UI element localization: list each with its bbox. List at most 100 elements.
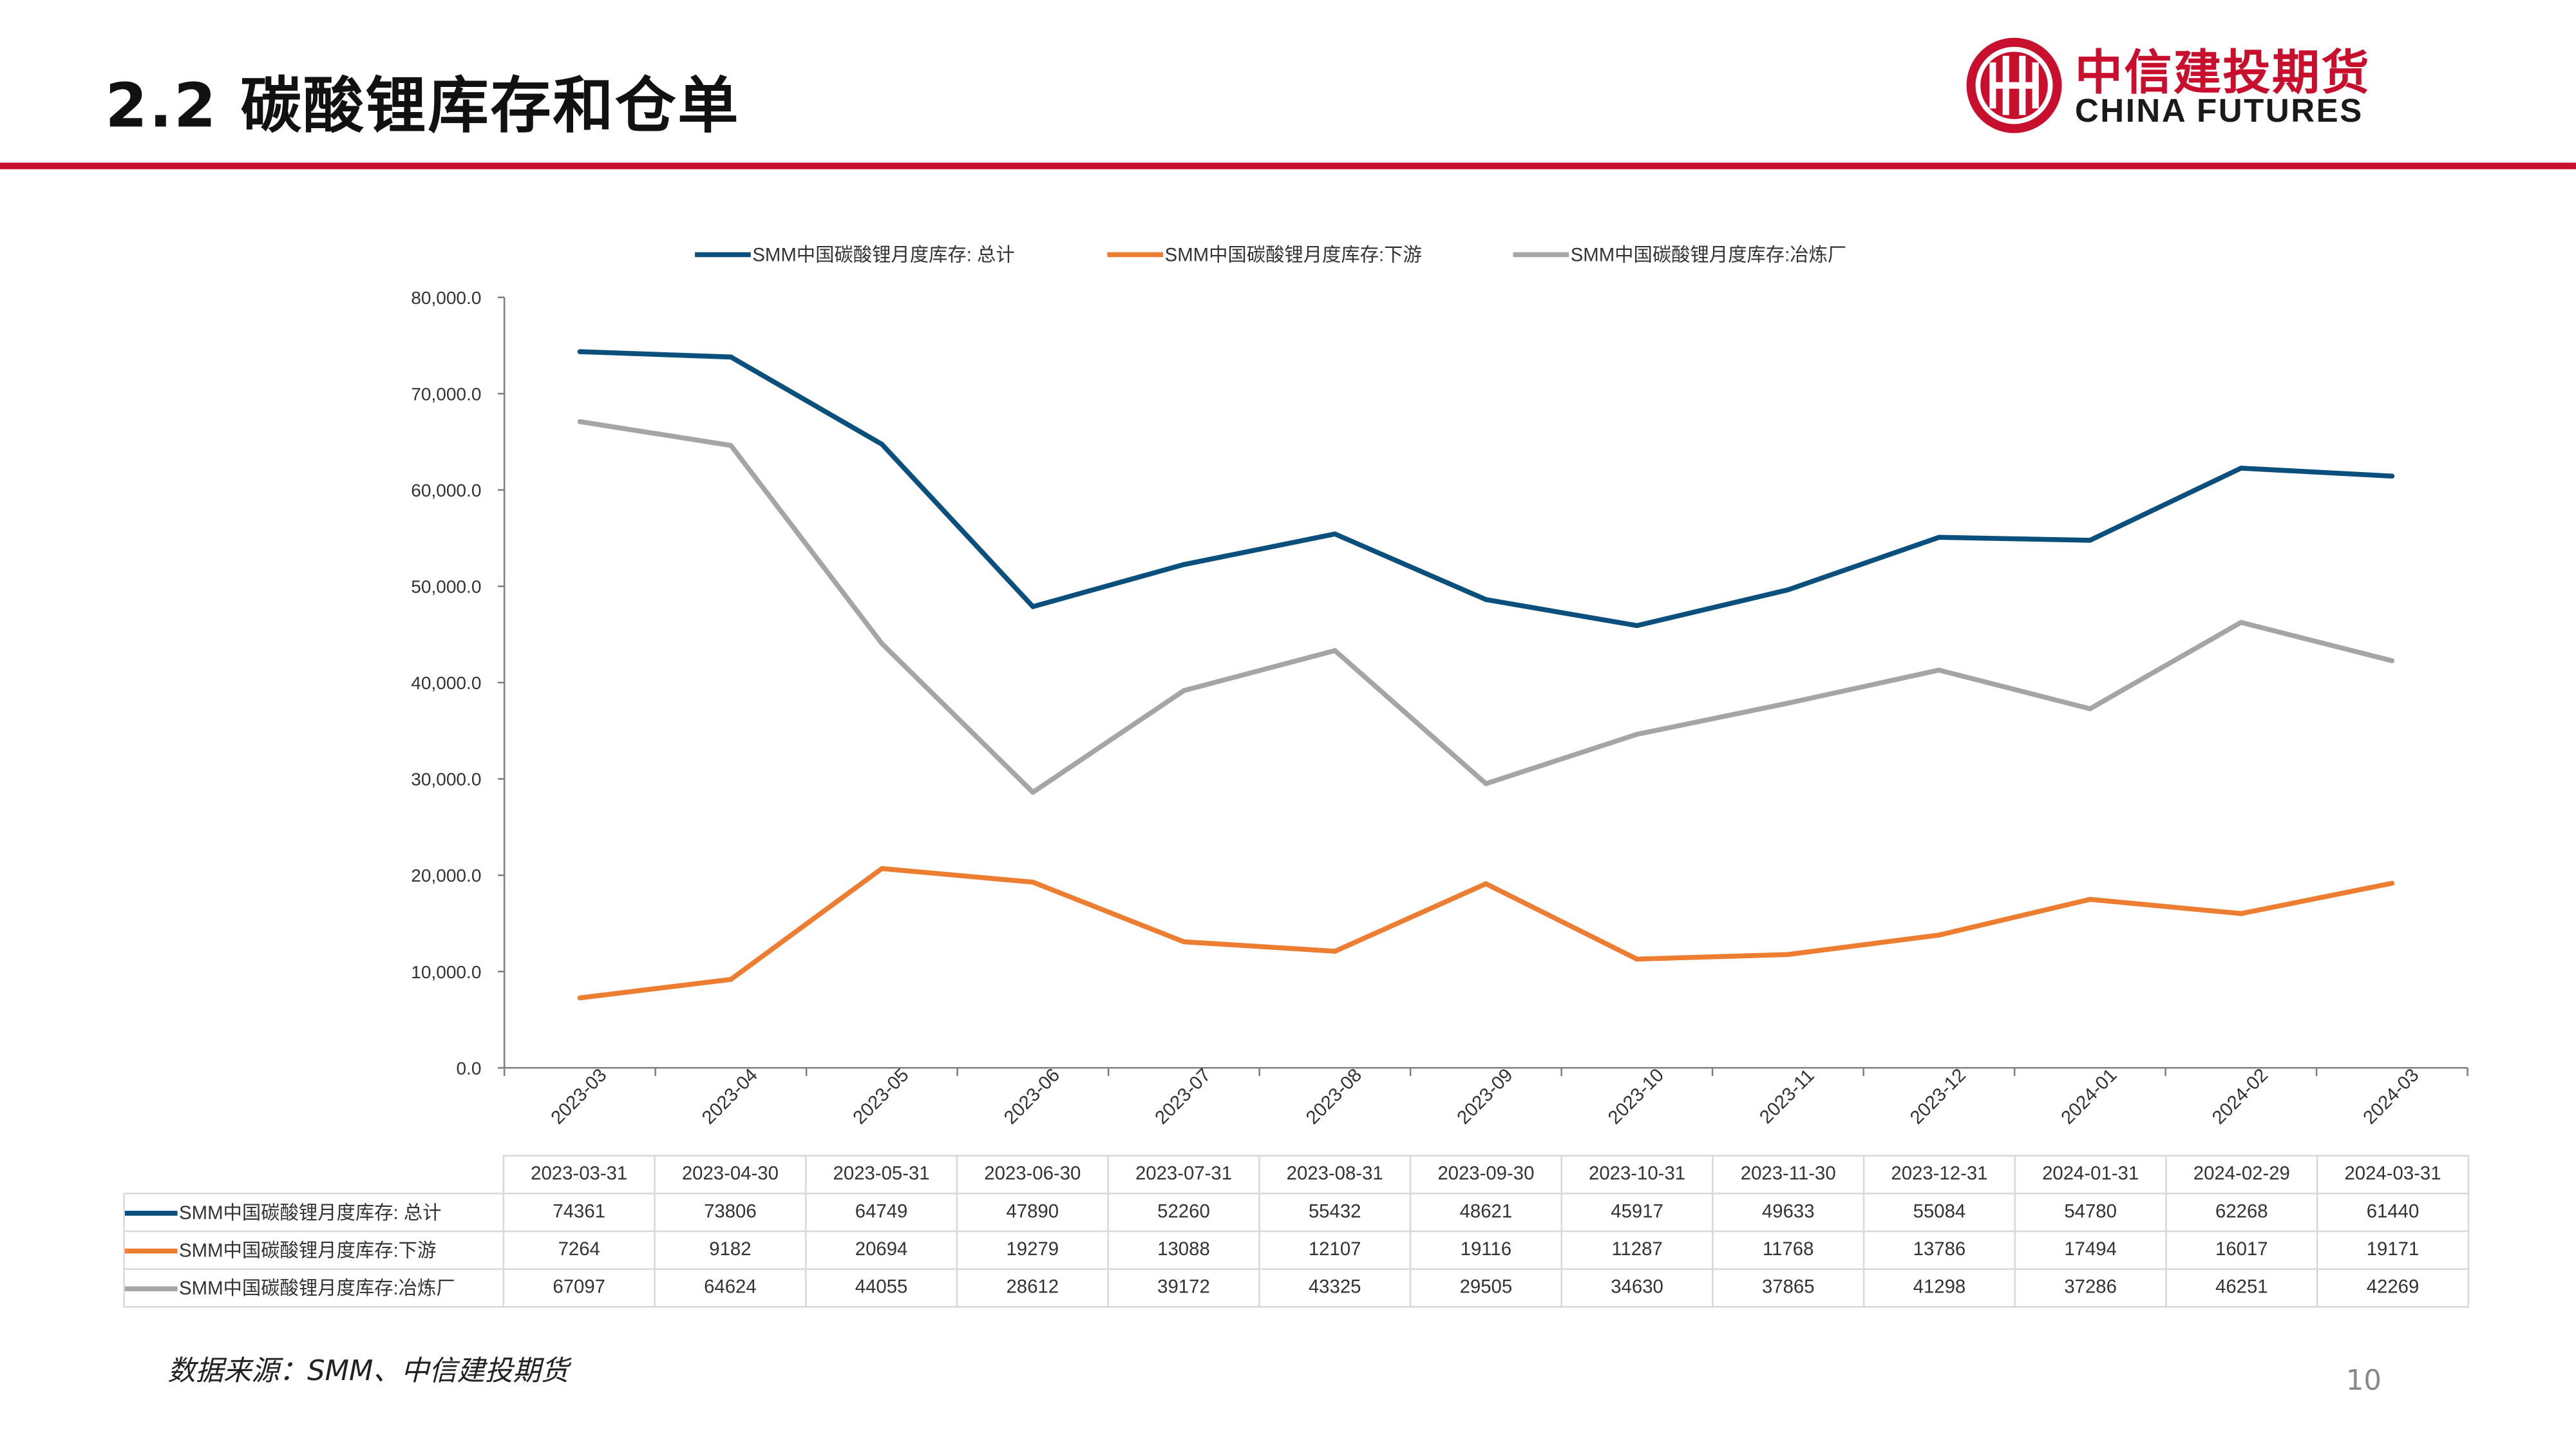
y-tick-label: 70,000.0 [411,384,481,404]
table-cell-value: 20694 [804,1230,958,1270]
series-line [579,419,2393,795]
data-point [1332,949,1338,954]
table-header-date: 2024-01-31 [2014,1155,2167,1195]
table-cell-value: 19116 [1409,1230,1563,1270]
x-tick-label: 2023-07 [1151,1065,1215,1128]
table-cell-value: 7264 [502,1230,656,1270]
data-point [879,866,885,871]
data-point [2239,911,2244,916]
x-tick-label: 2024-03 [2359,1065,2423,1128]
y-tick-label: 0.0 [456,1058,481,1078]
x-tick-label: 2023-06 [1000,1065,1064,1128]
y-tick-label: 40,000.0 [411,673,481,693]
logo-text-en: CHINA FUTURES [2074,93,2363,130]
data-point [1030,880,1036,885]
x-tick-label: 2023-11 [1756,1065,1819,1128]
line-chart: 0.0 10,000.0 20,000.0 30,000.0 40,000.0 50,00… [411,245,2468,1128]
series-line [579,866,2393,1001]
data-point [1483,781,1489,786]
series-swatch [124,1211,178,1217]
table-cell-value: 19171 [2316,1230,2470,1270]
table-cell-value: 67097 [502,1268,656,1308]
data-point [1332,531,1338,536]
data-point [1937,933,1942,938]
table-cell-value: 11768 [1712,1230,1865,1270]
x-tick-label: 2023-08 [1302,1065,1366,1128]
table-cell-value: 11287 [1560,1230,1714,1270]
table-row: SMM中国碳酸锂月度库存:下游 7264 9182 20694 19279 13088 12… [123,1230,2470,1270]
table-cell-value: 9182 [654,1230,807,1270]
data-point [728,354,734,360]
series-swatch [124,1287,178,1293]
legend-label: SMM中国碳酸锂月度库存:下游 [1165,245,1422,266]
y-tick-label: 10,000.0 [411,962,481,982]
x-tick-label: 2023-05 [849,1065,913,1128]
table-header-date: 2023-05-31 [804,1155,958,1195]
table-cell-value: 37286 [2014,1268,2167,1308]
data-point [1332,648,1338,654]
data-point [2389,880,2395,886]
table-cell-value: 46251 [2165,1268,2318,1308]
table-cell-value: 17494 [2014,1230,2167,1270]
table-header-date: 2023-11-30 [1712,1155,1865,1195]
table-cell-value: 42269 [2316,1268,2470,1308]
table-cell-value: 52260 [1107,1193,1260,1233]
logo-text-cn: 中信建投期货 [2074,44,2371,100]
table-cell-value: 13786 [1862,1230,2016,1270]
table-cell-value: 39172 [1107,1268,1260,1308]
data-point [1181,688,1187,694]
table-cell-value: 34630 [1560,1268,1714,1308]
data-point [1030,604,1036,609]
series-name: SMM中国碳酸锂月度库存: 总计 [179,1204,442,1224]
series-line [580,349,2392,629]
table-cell-value: 64624 [654,1268,807,1308]
data-point [2239,466,2244,471]
y-tick-label: 60,000.0 [411,480,481,500]
table-cell-value: 48621 [1409,1193,1563,1233]
data-point [879,641,885,647]
table-cell-value: 73806 [654,1193,807,1233]
table-row: SMM中国碳酸锂月度库存: 总计 74361 73806 64749 47890 5226… [123,1193,2470,1233]
x-tick-label: 2023-10 [1604,1065,1668,1128]
china-futures-logo-icon [1966,37,2062,133]
table-header-date: 2024-02-29 [2165,1155,2318,1195]
table-cell-value: 28612 [956,1268,1109,1308]
logo: 中信建投期货 CHINA FUTURES [1963,35,2407,137]
x-tick-label: 2023-09 [1453,1065,1517,1128]
table-header-date: 2023-08-31 [1258,1155,1412,1195]
data-table: 2023-03-31 2023-04-30 2023-05-31 2023-06-30… [123,1155,2470,1308]
data-point [2087,538,2093,543]
series-name: SMM中国碳酸锂月度库存:下游 [179,1242,437,1262]
x-tick-label: 2024-02 [2208,1065,2272,1128]
y-tick-label: 80,000.0 [411,288,481,308]
table-cell-value: 43325 [1258,1268,1412,1308]
data-point [577,995,583,1001]
data-point [2389,658,2395,663]
table-cell-value: 44055 [804,1268,958,1308]
table-cell-value: 12107 [1258,1230,1412,1270]
table-row-label: SMM中国碳酸锂月度库存: 总计 [123,1193,505,1233]
table-cell-value: 47890 [956,1193,1109,1233]
table-cell-value: 29505 [1409,1268,1563,1308]
table-row: SMM中国碳酸锂月度库存:冶炼厂 67097 64624 44055 28612 3917… [123,1268,2470,1308]
table-cell-value: 19279 [956,1230,1109,1270]
table-cell-value: 55432 [1258,1193,1412,1233]
data-point [577,349,583,354]
table-cell-value: 64749 [804,1193,958,1233]
table-cell-value: 37865 [1712,1268,1865,1308]
data-point [1030,790,1036,795]
data-point [2087,706,2093,712]
table-cell-value: 49633 [1712,1193,1865,1233]
table-cell-value: 62268 [2165,1193,2318,1233]
table-cell-value: 54780 [2014,1193,2167,1233]
data-point [1483,881,1489,887]
table-header-date: 2024-03-31 [2316,1155,2470,1195]
table-header-date: 2023-03-31 [502,1155,656,1195]
table-cell-value: 45917 [1560,1193,1714,1233]
x-tick-label: 2023-04 [698,1065,762,1128]
table-row-label: SMM中国碳酸锂月度库存:冶炼厂 [123,1268,505,1308]
table-header-date: 2023-07-31 [1107,1155,1260,1195]
data-source: 数据来源：SMM、中信建投期货 [167,1355,569,1388]
y-tick-label: 20,000.0 [411,866,481,886]
table-cell-value: 16017 [2165,1230,2318,1270]
